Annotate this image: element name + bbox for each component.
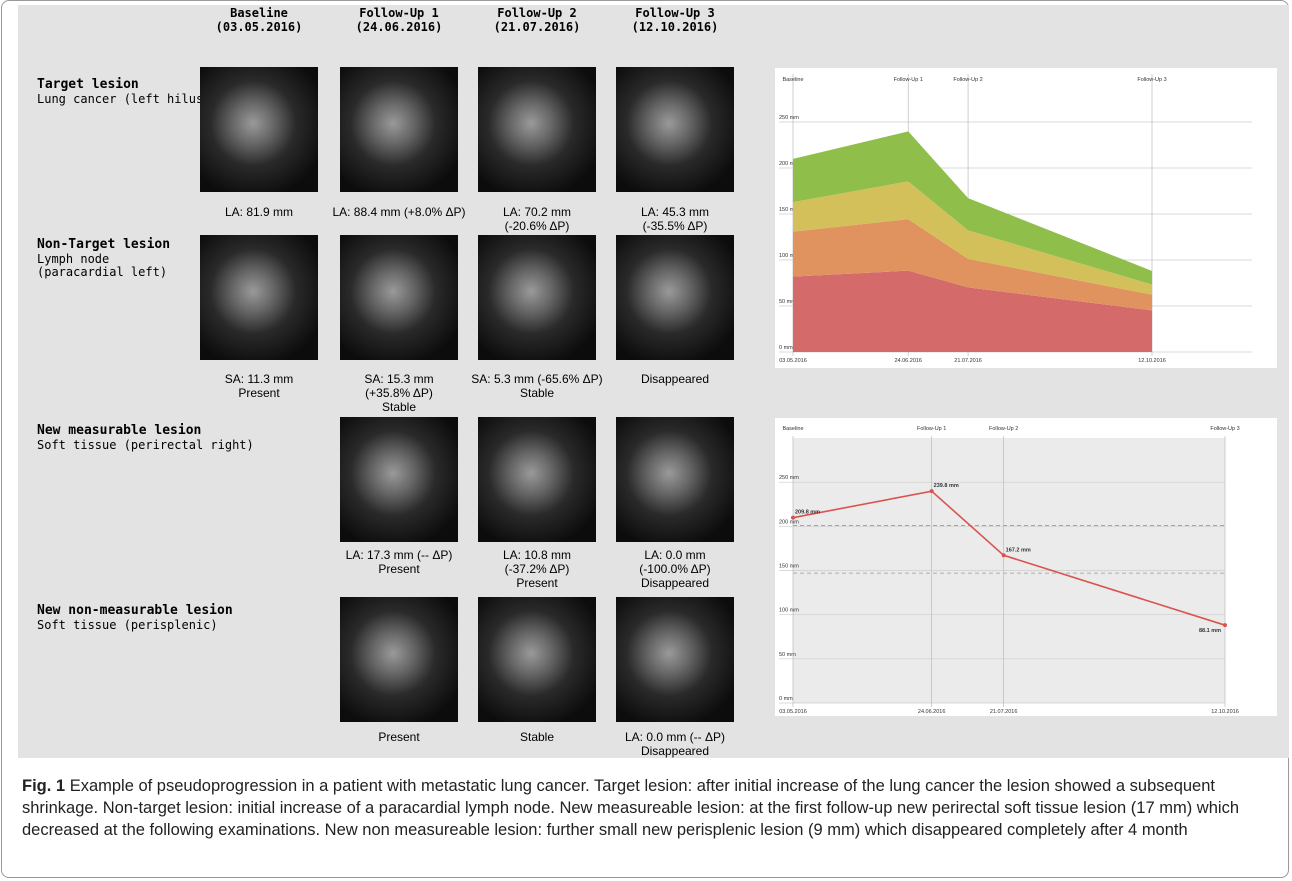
- top-label: Follow-Up 3: [1137, 77, 1166, 83]
- cell-caption: (-20.6% ΔP): [462, 219, 612, 233]
- cell-caption: Present: [324, 730, 474, 744]
- value-label: 167.2 mm: [1006, 547, 1031, 553]
- cell-caption: Disappeared: [600, 576, 750, 590]
- cell-caption: Present: [184, 386, 334, 400]
- row-title: New measurable lesion: [37, 423, 201, 438]
- ct-image: [200, 235, 318, 360]
- cell-caption: SA: 5.3 mm (-65.6% ΔP): [462, 372, 612, 386]
- point: [930, 489, 934, 493]
- ct-image: [340, 417, 458, 542]
- cell-caption: (-100.0% ΔP): [600, 562, 750, 576]
- cell-caption: (-35.5% ΔP): [600, 219, 750, 233]
- cell-caption: LA: 17.3 mm (-- ΔP): [324, 548, 474, 562]
- cell-caption: Stable: [462, 386, 612, 400]
- cell-caption: Stable: [324, 400, 474, 414]
- x-tick-label: 21.07.2016: [954, 358, 982, 364]
- top-label: Follow-Up 1: [917, 426, 946, 432]
- cell-caption: LA: 0.0 mm (-- ΔP): [600, 730, 750, 744]
- value-label: 88.1 mm: [1199, 628, 1221, 634]
- top-label: Follow-Up 2: [989, 426, 1018, 432]
- row-title: New non-measurable lesion: [37, 603, 233, 618]
- row-subtitle: Lung cancer (left hilus): [37, 93, 210, 106]
- row-title: Target lesion: [37, 77, 139, 92]
- y-tick-label: 250 mm: [779, 475, 799, 481]
- ct-image: [616, 597, 734, 722]
- cell-caption: Present: [462, 576, 612, 590]
- column-date: (24.06.2016): [324, 20, 474, 34]
- cell-caption: Disappeared: [600, 372, 750, 386]
- value-label: 209.8 mm: [795, 510, 820, 516]
- top-label: Follow-Up 3: [1210, 426, 1239, 432]
- ct-image: [340, 67, 458, 192]
- cell-caption: LA: 10.8 mm: [462, 548, 612, 562]
- y-tick-label: 50 mm: [779, 652, 796, 658]
- column-title: Follow-Up 2: [462, 6, 612, 20]
- cell-caption: (-37.2% ΔP): [462, 562, 612, 576]
- ct-image: [478, 417, 596, 542]
- x-tick-label: 03.05.2016: [779, 358, 807, 364]
- point: [1002, 553, 1006, 557]
- ct-image: [478, 597, 596, 722]
- cell-caption: LA: 70.2 mm: [462, 205, 612, 219]
- row-subtitle: Soft tissue (perirectal right): [37, 439, 254, 452]
- line-chart: 0 mm 50 mm 100 mm 150 mm 200 mm 250 mm Baselin…: [775, 418, 1277, 716]
- cell-caption: Present: [324, 562, 474, 576]
- point: [1223, 623, 1227, 627]
- cell-caption: SA: 15.3 mm: [324, 372, 474, 386]
- x-tick-label: 12.10.2016: [1138, 358, 1166, 364]
- cell-caption: LA: 0.0 mm: [600, 548, 750, 562]
- row-subtitle: Soft tissue (perisplenic): [37, 619, 218, 632]
- page: Fig. 1 Example of pseudoprogression in a…: [0, 0, 1292, 881]
- x-tick-label: 21.07.2016: [990, 709, 1018, 715]
- point: [791, 516, 795, 520]
- cell-caption: SA: 11.3 mm: [184, 372, 334, 386]
- row-title: Non-Target lesion: [37, 237, 170, 252]
- ct-image: [616, 417, 734, 542]
- row-subtitle: (paracardial left): [37, 266, 167, 279]
- x-tick-label: 03.05.2016: [779, 709, 807, 715]
- ct-image: [200, 67, 318, 192]
- cell-caption: LA: 45.3 mm: [600, 205, 750, 219]
- ct-image: [340, 235, 458, 360]
- column-date: (03.05.2016): [184, 20, 334, 34]
- column-title: Baseline: [184, 6, 334, 20]
- caption-text: Example of pseudoprogression in a patien…: [22, 777, 1239, 839]
- ct-image: [340, 597, 458, 722]
- ct-image: [616, 235, 734, 360]
- y-tick-label: 200 mm: [779, 519, 799, 525]
- column-title: Follow-Up 3: [600, 6, 750, 20]
- column-date: (12.10.2016): [600, 20, 750, 34]
- y-tick-label: 0 mm: [779, 345, 793, 351]
- y-tick-label: 250 mm: [779, 115, 799, 121]
- ct-image: [478, 235, 596, 360]
- cell-caption: Stable: [462, 730, 612, 744]
- cell-caption: LA: 88.4 mm (+8.0% ΔP): [324, 205, 474, 219]
- column-title: Follow-Up 1: [324, 6, 474, 20]
- x-tick-label: 12.10.2016: [1211, 709, 1239, 715]
- value-label: 239.8 mm: [934, 483, 959, 489]
- x-tick-label: 24.06.2016: [894, 358, 922, 364]
- ct-image: [478, 67, 596, 192]
- cell-caption: Disappeared: [600, 744, 750, 758]
- column-date: (21.07.2016): [462, 20, 612, 34]
- y-tick-label: 0 mm: [779, 696, 793, 702]
- top-label: Follow-Up 2: [953, 77, 982, 83]
- ct-image: [616, 67, 734, 192]
- caption: Fig. 1 Example of pseudoprogression in a…: [22, 775, 1277, 841]
- top-label: Baseline: [782, 426, 803, 432]
- cell-caption: LA: 81.9 mm: [184, 205, 334, 219]
- y-tick-label: 150 mm: [779, 564, 799, 570]
- top-label: Baseline: [782, 77, 803, 83]
- y-tick-label: 100 mm: [779, 608, 799, 614]
- caption-label: Fig. 1: [22, 777, 65, 795]
- cell-caption: (+35.8% ΔP): [324, 386, 474, 400]
- top-label: Follow-Up 1: [894, 77, 923, 83]
- x-tick-label: 24.06.2016: [918, 709, 946, 715]
